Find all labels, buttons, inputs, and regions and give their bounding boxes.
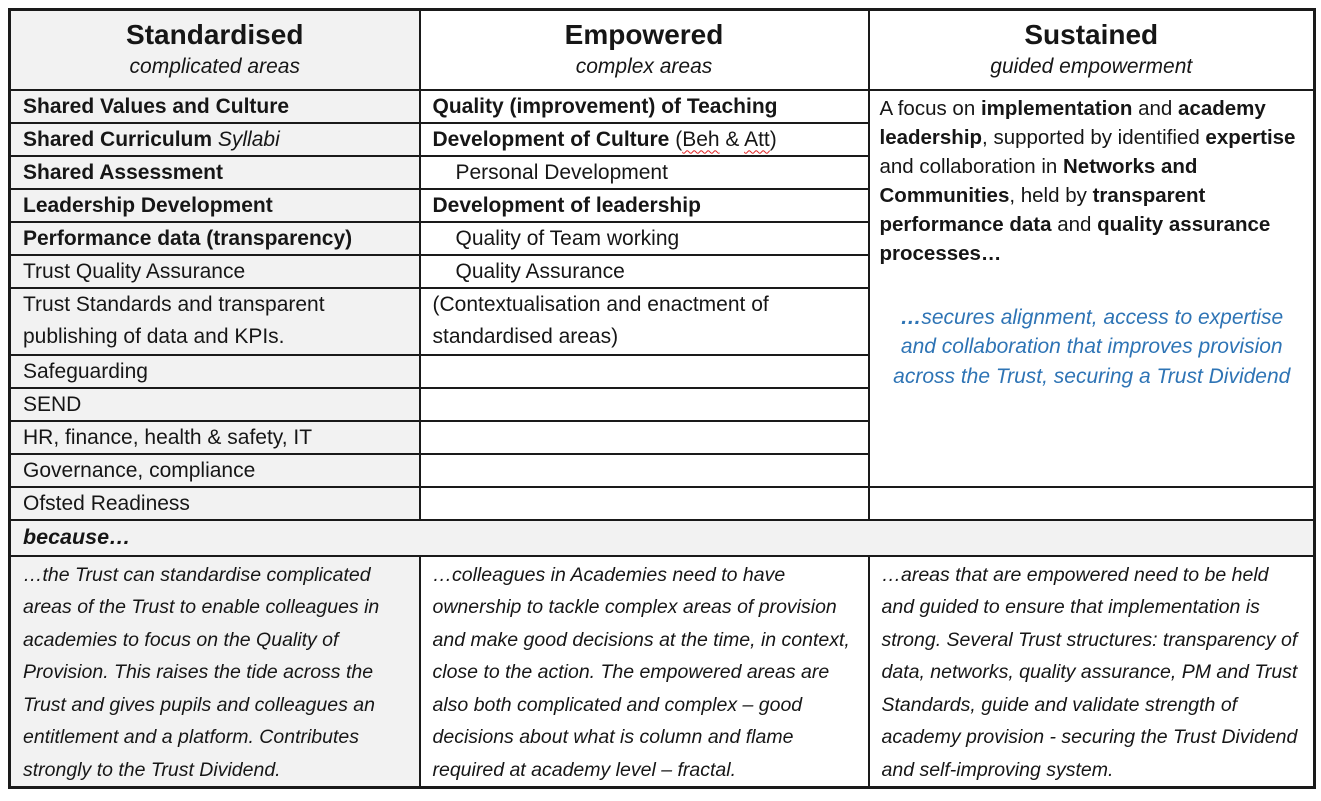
column-header-empowered: Empowered complex areas — [418, 8, 870, 91]
standardised-item-cell: Governance, compliance — [8, 452, 421, 488]
empowered-item-cell: Development of leadership — [418, 187, 870, 223]
table-row: HR, finance, health & safety, IT — [8, 419, 1315, 455]
because-label: because… — [23, 525, 131, 549]
sustained-empty-cell — [867, 485, 1316, 521]
item-text: ) — [769, 127, 777, 151]
item-text: Personal Development — [455, 160, 668, 184]
column-header-standardised: Standardised complicated areas — [8, 8, 421, 91]
because-row: because… — [8, 518, 1316, 557]
empowered-item-cell: Development of Culture (Beh & Att) — [418, 121, 870, 157]
item-text: ( — [669, 127, 683, 151]
table-row: Ofsted Readiness — [8, 485, 1316, 521]
table-row: Leadership Development Development of le… — [8, 187, 1315, 223]
column-title: Standardised — [126, 18, 304, 50]
empowered-item-cell: Quality Assurance — [418, 253, 870, 289]
because-cell: because… — [8, 518, 1316, 557]
standardised-item-cell: SEND — [8, 386, 421, 422]
standardised-item-cell: Performance data (transparency) — [8, 220, 421, 256]
column-header-sustained: Sustained guided empowerment — [867, 8, 1316, 91]
sustained-merged-cell: A focus on implementation and academy le… — [867, 88, 1316, 488]
sustained-blue-note: …secures alignment, access to expertise … — [893, 305, 1291, 388]
standardised-item-cell: Shared Assessment — [8, 154, 421, 190]
item-text: Quality of Team working — [455, 226, 680, 250]
item-text: Trust Standards and transparent publishi… — [23, 293, 325, 348]
item-text: Shared Values and Culture — [23, 94, 290, 118]
table-row: Safeguarding — [8, 353, 1315, 389]
standardised-item-cell: Shared Curriculum Syllabi — [8, 121, 421, 157]
standardised-item-cell: Ofsted Readiness — [8, 485, 421, 521]
item-text: Leadership Development — [23, 193, 273, 217]
column-title: Sustained — [1024, 18, 1159, 50]
rationale-standardised-cell: …the Trust can standardise complicated a… — [8, 554, 421, 789]
misspelled-word: Att — [744, 127, 770, 151]
table-row: Shared Values and Culture Quality (impro… — [8, 88, 1316, 488]
column-subtitle: complicated areas — [129, 54, 300, 78]
table-row: Governance, compliance — [8, 452, 1315, 488]
empowered-item-cell: (Contextualisation and enactment of stan… — [418, 286, 870, 356]
column-subtitle: guided empowerment — [990, 54, 1193, 78]
empowered-empty-cell — [418, 452, 870, 488]
item-text: Development of Culture — [432, 127, 670, 151]
rationale-row: …the Trust can standardise complicated a… — [8, 554, 1316, 789]
item-text: & — [719, 127, 745, 151]
standardised-item-cell: Trust Standards and transparent publishi… — [8, 286, 421, 356]
trust-operating-model-table: Standardised complicated areas Empowered… — [8, 8, 1316, 789]
rationale-text: …the Trust can standardise complicated a… — [23, 563, 380, 781]
sustained-paragraph: A focus on implementation and academy le… — [879, 96, 1296, 265]
rationale-sustained-cell: …areas that are empowered need to be hel… — [867, 554, 1316, 789]
standardised-item-cell: Trust Quality Assurance — [8, 253, 421, 289]
table-row: Performance data (transparency) Quality … — [8, 220, 1315, 256]
table-row: Trust Quality Assurance Quality Assuranc… — [8, 253, 1315, 289]
trust-operating-model-page: Standardised complicated areas Empowered… — [0, 8, 1321, 801]
header-row: Standardised complicated areas Empowered… — [8, 8, 1316, 91]
item-text: HR, finance, health & safety, IT — [23, 425, 313, 449]
standardised-item-cell: Shared Values and Culture — [8, 88, 421, 124]
item-text: (Contextualisation and enactment of stan… — [432, 293, 769, 348]
empowered-item-cell: Quality of Team working — [418, 220, 870, 256]
item-text: Development of leadership — [432, 193, 701, 217]
standardised-item-cell: Safeguarding — [8, 353, 421, 389]
empowered-empty-cell — [418, 485, 870, 521]
empowered-item-cell: Personal Development — [418, 154, 870, 190]
empowered-empty-cell — [418, 419, 870, 455]
item-text: Shared Assessment — [23, 160, 223, 184]
table-row: SEND — [8, 386, 1315, 422]
item-text: Quality (improvement) of Teaching — [432, 94, 778, 118]
rationale-text: …colleagues in Academies need to have ow… — [432, 563, 850, 781]
empowered-empty-cell — [418, 386, 870, 422]
misspelled-word: Beh — [682, 127, 720, 151]
item-text: Quality Assurance — [455, 259, 625, 283]
table-row: Trust Standards and transparent publishi… — [8, 286, 1315, 356]
item-text: Trust Quality Assurance — [23, 259, 246, 283]
column-subtitle: complex areas — [575, 54, 713, 78]
item-text: SEND — [23, 392, 82, 416]
rationale-text: …areas that are empowered need to be hel… — [881, 563, 1298, 781]
rationale-empowered-cell: …colleagues in Academies need to have ow… — [418, 554, 870, 789]
item-text: Shared Curriculum — [23, 127, 213, 151]
column-title: Empowered — [564, 18, 724, 50]
table-row: Shared Assessment Personal Development — [8, 154, 1315, 190]
standardised-item-cell: Leadership Development — [8, 187, 421, 223]
item-text: Performance data (transparency) — [23, 226, 353, 250]
item-text: Safeguarding — [23, 359, 148, 383]
table-row: Shared Curriculum Syllabi Development of… — [8, 121, 1315, 157]
standardised-item-cell: HR, finance, health & safety, IT — [8, 419, 421, 455]
item-text-italic: Syllabi — [212, 127, 280, 151]
empowered-item-cell: Quality (improvement) of Teaching — [418, 88, 870, 124]
empowered-empty-cell — [418, 353, 870, 389]
item-text: Ofsted Readiness — [23, 491, 190, 515]
item-text: Governance, compliance — [23, 458, 256, 482]
